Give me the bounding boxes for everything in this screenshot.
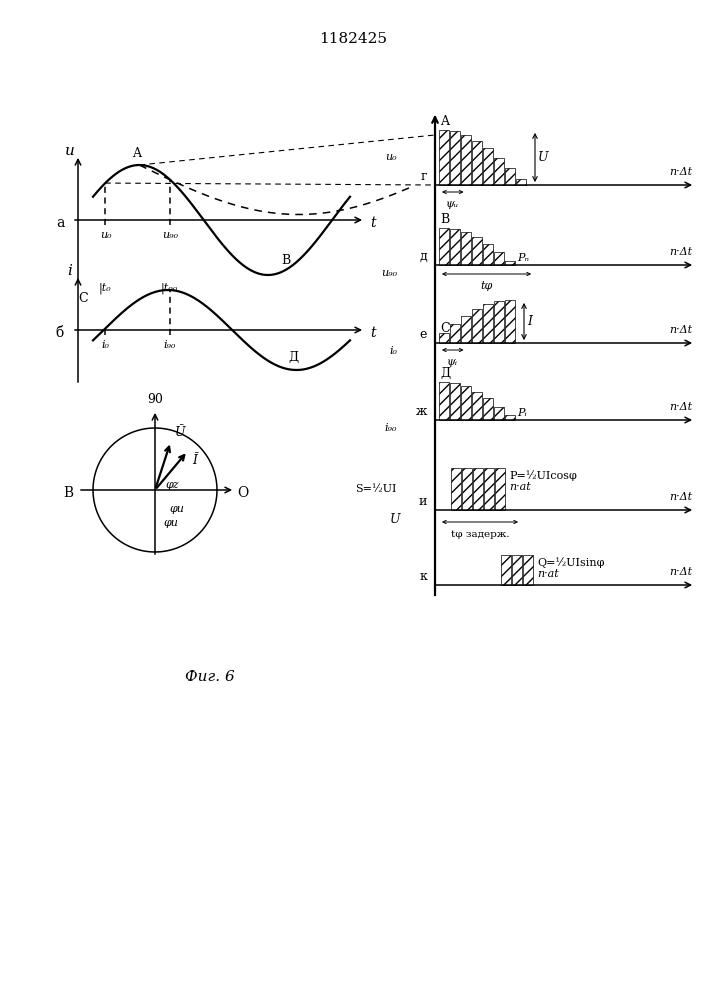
Text: t: t bbox=[370, 326, 375, 340]
Bar bbox=[505, 168, 515, 185]
Text: A: A bbox=[440, 115, 449, 128]
Bar bbox=[472, 392, 481, 420]
Bar bbox=[494, 252, 503, 265]
Text: к: к bbox=[419, 570, 427, 583]
Text: t: t bbox=[370, 216, 375, 230]
Bar bbox=[483, 304, 493, 343]
Text: ψᵤ: ψᵤ bbox=[445, 199, 459, 209]
Bar bbox=[505, 300, 515, 343]
Bar bbox=[450, 131, 460, 185]
Text: 90: 90 bbox=[147, 393, 163, 406]
Text: n·Δt: n·Δt bbox=[669, 402, 692, 412]
Bar bbox=[484, 468, 493, 510]
Text: φz: φz bbox=[165, 480, 179, 490]
Bar bbox=[523, 555, 532, 585]
Bar bbox=[472, 141, 481, 185]
Text: u₉₀: u₉₀ bbox=[163, 230, 179, 240]
Bar bbox=[483, 148, 493, 185]
Bar bbox=[450, 324, 460, 343]
Text: Q=½UIsinφ: Q=½UIsinφ bbox=[537, 557, 604, 568]
Text: Д: Д bbox=[440, 367, 450, 380]
Text: u: u bbox=[65, 144, 75, 158]
Text: ж: ж bbox=[416, 405, 427, 418]
Bar bbox=[495, 468, 505, 510]
Text: S=½UI: S=½UI bbox=[356, 484, 397, 494]
Text: б: б bbox=[56, 326, 64, 340]
Text: φu: φu bbox=[163, 518, 178, 528]
Text: B: B bbox=[63, 486, 73, 500]
Text: n·Δt: n·Δt bbox=[669, 325, 692, 335]
Text: P=½UIcosφ: P=½UIcosφ bbox=[509, 470, 577, 481]
Text: C: C bbox=[440, 322, 450, 335]
Bar bbox=[461, 316, 470, 343]
Bar bbox=[473, 468, 482, 510]
Text: U: U bbox=[390, 513, 400, 526]
Text: i₀: i₀ bbox=[389, 346, 397, 356]
Text: u₀: u₀ bbox=[385, 152, 397, 162]
Text: A: A bbox=[132, 147, 141, 160]
Bar bbox=[494, 301, 503, 343]
Bar bbox=[461, 232, 470, 265]
Text: Ī: Ī bbox=[193, 454, 198, 467]
Text: n·Δt: n·Δt bbox=[669, 167, 692, 177]
Bar bbox=[439, 228, 448, 265]
Bar bbox=[462, 468, 472, 510]
Text: n·Δt: n·Δt bbox=[669, 492, 692, 502]
Text: tφ: tφ bbox=[480, 281, 493, 291]
Text: д: д bbox=[419, 250, 427, 263]
Text: |t₀: |t₀ bbox=[99, 282, 112, 294]
Text: a: a bbox=[56, 216, 64, 230]
Text: 1182425: 1182425 bbox=[319, 32, 387, 46]
Text: i₉₀: i₉₀ bbox=[163, 340, 176, 350]
Bar bbox=[450, 383, 460, 420]
Bar bbox=[494, 157, 503, 185]
Text: tφ задерж.: tφ задерж. bbox=[451, 530, 509, 539]
Bar bbox=[439, 130, 448, 185]
Text: O: O bbox=[237, 486, 248, 500]
Bar bbox=[450, 229, 460, 265]
Text: Ū: Ū bbox=[175, 426, 185, 439]
Text: I: I bbox=[527, 315, 532, 328]
Text: u₀: u₀ bbox=[100, 230, 112, 240]
Bar bbox=[516, 179, 525, 185]
Text: n·Δt: n·Δt bbox=[669, 567, 692, 577]
Text: i₉₀: i₉₀ bbox=[385, 423, 397, 433]
Text: |t₉₀: |t₉₀ bbox=[161, 282, 178, 294]
Text: n·Δt: n·Δt bbox=[669, 247, 692, 257]
Text: n·at: n·at bbox=[537, 569, 559, 579]
Text: U: U bbox=[538, 151, 549, 164]
Bar bbox=[505, 415, 515, 420]
Bar bbox=[439, 333, 448, 343]
Bar bbox=[439, 382, 448, 420]
Bar bbox=[472, 309, 481, 343]
Text: Pᵢ: Pᵢ bbox=[517, 408, 527, 418]
Bar bbox=[483, 244, 493, 265]
Text: г: г bbox=[421, 170, 427, 183]
Text: Pₙ: Pₙ bbox=[517, 253, 529, 263]
Text: i₀: i₀ bbox=[101, 340, 110, 350]
Text: φu: φu bbox=[169, 504, 184, 514]
Text: i: i bbox=[68, 264, 72, 278]
Text: B: B bbox=[440, 213, 449, 226]
Bar bbox=[512, 555, 522, 585]
Text: u₉₀: u₉₀ bbox=[381, 268, 397, 278]
Bar bbox=[494, 407, 503, 420]
Bar bbox=[483, 398, 493, 420]
Bar bbox=[451, 468, 460, 510]
Text: n·at: n·at bbox=[509, 482, 531, 492]
Text: ψᵢ: ψᵢ bbox=[447, 357, 457, 367]
Text: е: е bbox=[420, 328, 427, 341]
Text: Д: Д bbox=[288, 351, 299, 364]
Bar bbox=[501, 555, 510, 585]
Bar bbox=[472, 237, 481, 265]
Bar bbox=[461, 135, 470, 185]
Bar bbox=[461, 386, 470, 420]
Bar bbox=[505, 261, 515, 265]
Text: C: C bbox=[78, 292, 88, 305]
Text: Фиг. 6: Фиг. 6 bbox=[185, 670, 235, 684]
Text: и: и bbox=[419, 495, 427, 508]
Text: B: B bbox=[281, 254, 291, 267]
